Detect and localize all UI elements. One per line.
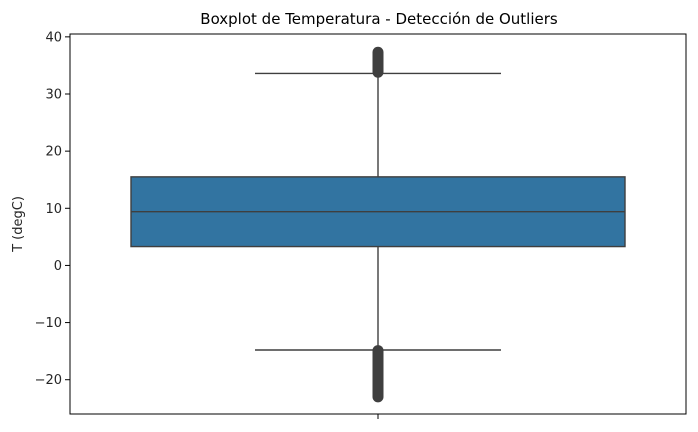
y-tick-label: 40 [45, 30, 62, 45]
chart-title: Boxplot de Temperatura - Detección de Ou… [200, 10, 558, 28]
y-tick-label: −10 [35, 316, 62, 331]
y-axis: −20 −10 0 10 20 30 40 [35, 30, 70, 388]
y-tick-label: 0 [54, 259, 62, 274]
y-tick-label: −20 [35, 373, 62, 388]
y-axis-label: T (degC) [11, 196, 26, 253]
plot-area [130, 46, 626, 403]
y-tick-label: 30 [45, 88, 62, 103]
y-tick-label: 10 [45, 202, 62, 217]
y-tick-label: 20 [45, 145, 62, 160]
